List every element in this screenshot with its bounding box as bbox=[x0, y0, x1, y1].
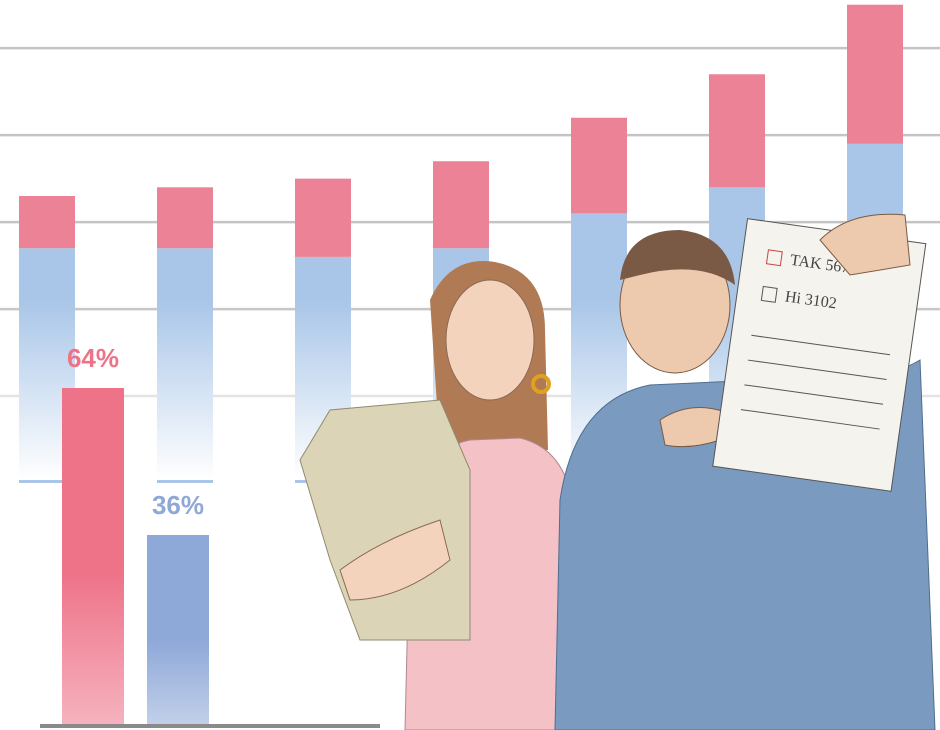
bar-segment bbox=[433, 161, 489, 248]
value-label: 64% bbox=[67, 343, 119, 373]
bar-segment bbox=[571, 118, 627, 214]
bar-shade bbox=[62, 388, 124, 724]
bar-segment bbox=[847, 5, 903, 144]
woman-face bbox=[446, 280, 534, 400]
bar-segment bbox=[19, 196, 75, 248]
papers bbox=[300, 400, 470, 640]
bar-segment bbox=[709, 74, 765, 187]
bar-segment bbox=[157, 187, 213, 248]
bar-segment bbox=[295, 179, 351, 257]
bar-shade bbox=[147, 535, 209, 724]
illustration: TAK 5675 Hi 3102 64%36% bbox=[0, 0, 940, 730]
value-label: 36% bbox=[152, 490, 204, 520]
